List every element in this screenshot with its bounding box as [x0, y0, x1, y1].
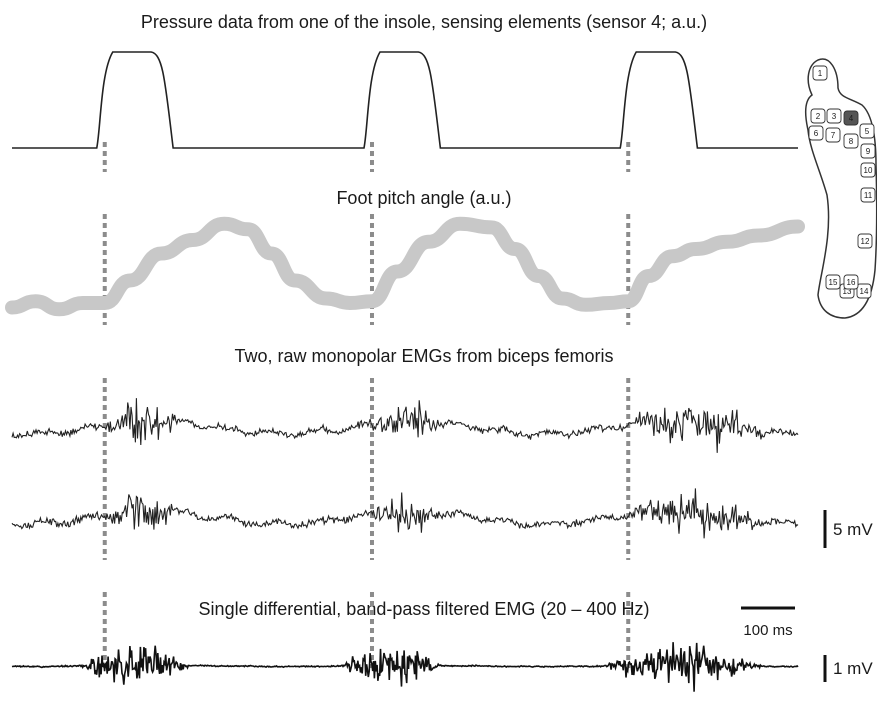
emg-mono-trace-1 [11, 398, 799, 453]
insole-sensor-label: 6 [814, 129, 819, 138]
insole-sensor-label: 13 [843, 287, 852, 296]
pressure-title: Pressure data from one of the insole, se… [141, 12, 707, 32]
insole-sensor-12: 12 [857, 233, 873, 249]
insole-sensor-14: 14 [856, 283, 872, 299]
insole-sensor-2: 2 [810, 108, 826, 124]
pitch-trace [5, 216, 805, 317]
time-scale-label: 100 ms [743, 622, 792, 639]
insole-sensor-15: 15 [825, 274, 841, 290]
insole-sensor-label: 2 [816, 112, 821, 121]
insole-sensor-6: 6 [808, 125, 824, 141]
insole-sensor-label: 10 [864, 166, 873, 175]
emg-diff-title: Single differential, band-pass filtered … [199, 599, 650, 619]
emg-mono-title: Two, raw monopolar EMGs from biceps femo… [234, 346, 613, 366]
insole-sensor-16: 16 [843, 274, 859, 290]
pressure-trace [12, 51, 798, 149]
insole-sensor-label: 12 [861, 237, 870, 246]
insole-sensor-3: 3 [826, 108, 842, 124]
insole-sensor-label: 8 [849, 137, 854, 146]
gait-event-markers [102, 142, 631, 668]
scale-label-1mv: 1 mV [833, 659, 873, 678]
insole-sensor-4: 4 [843, 110, 859, 126]
insole-sensor-label: 14 [860, 287, 869, 296]
insole-sensor-label: 11 [864, 191, 873, 200]
insole-sensor-11: 11 [860, 187, 876, 203]
emg-mono-trace-2 [11, 488, 799, 539]
pitch-title: Foot pitch angle (a.u.) [336, 188, 511, 208]
insole-sensor-9: 9 [860, 143, 876, 159]
insole-sensor-label: 5 [865, 127, 870, 136]
insole-sensor-1: 1 [812, 65, 828, 81]
insole-sensor-label: 7 [831, 131, 836, 140]
insole-sensor-5: 5 [859, 123, 875, 139]
insole-sensor-10: 10 [860, 162, 876, 178]
insole-outline [804, 58, 877, 319]
insole-sensor-label: 9 [866, 147, 871, 156]
insole-sensor-label: 15 [829, 278, 838, 287]
insole-sensor-label: 1 [818, 69, 823, 78]
insole-sensor-8: 8 [843, 133, 859, 149]
insole-sensor-7: 7 [825, 127, 841, 143]
insole-sensor-label: 16 [847, 278, 856, 287]
insole-sensor-label: 4 [849, 114, 854, 123]
scale-label-5mv: 5 mV [833, 520, 873, 539]
insole-sensor-label: 3 [832, 112, 837, 121]
emg-diff-trace [11, 642, 799, 692]
